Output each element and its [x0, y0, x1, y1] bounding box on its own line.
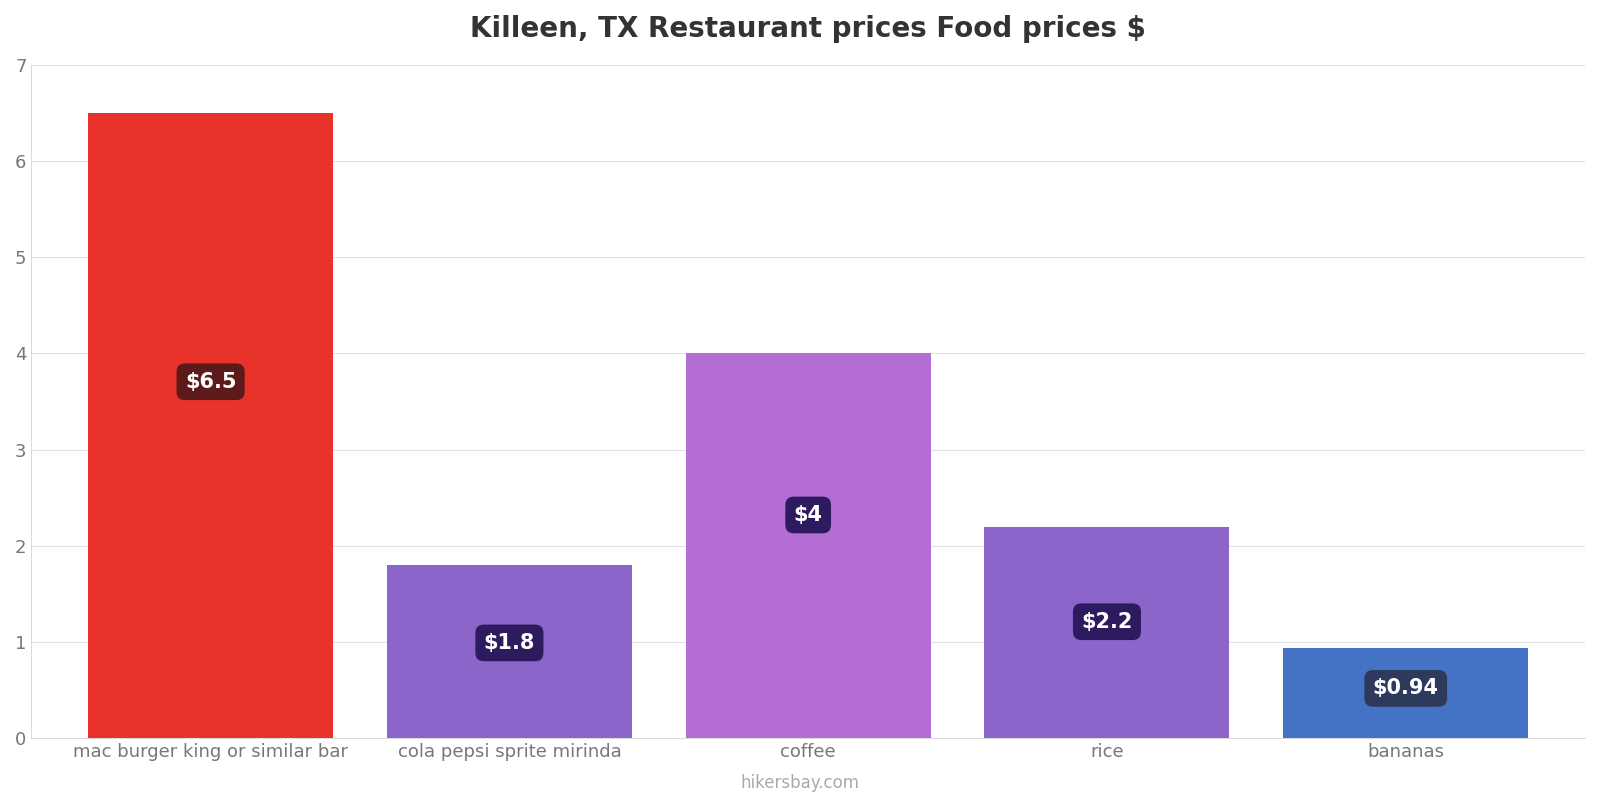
- Text: $1.8: $1.8: [483, 633, 534, 653]
- Bar: [387, 565, 632, 738]
- Text: $0.94: $0.94: [1373, 678, 1438, 698]
- Bar: [984, 526, 1229, 738]
- Text: $2.2: $2.2: [1082, 612, 1133, 632]
- Bar: [88, 113, 333, 738]
- Text: $6.5: $6.5: [186, 372, 237, 392]
- Bar: [686, 354, 931, 738]
- Text: $4: $4: [794, 505, 822, 525]
- Title: Killeen, TX Restaurant prices Food prices $: Killeen, TX Restaurant prices Food price…: [470, 15, 1146, 43]
- Text: hikersbay.com: hikersbay.com: [741, 774, 859, 792]
- Bar: [1283, 648, 1528, 738]
